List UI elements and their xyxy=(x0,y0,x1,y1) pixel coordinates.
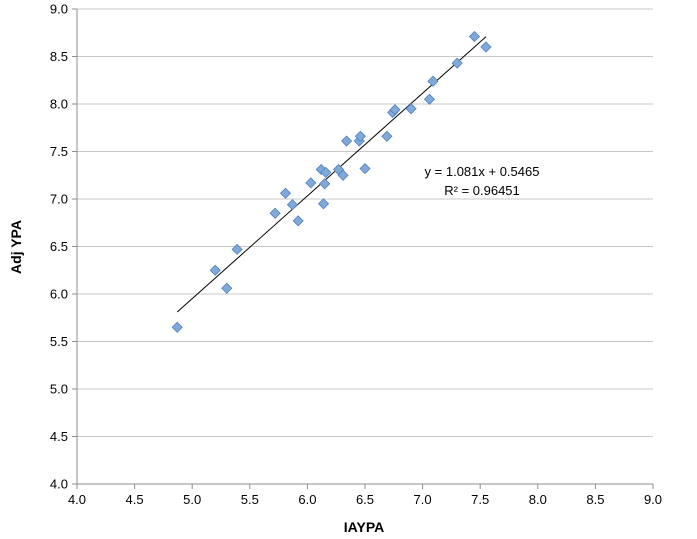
data-point xyxy=(317,198,330,210)
y-tick-label: 5.5 xyxy=(50,334,68,349)
gridlines xyxy=(77,8,653,437)
y-tick-label: 8.5 xyxy=(50,49,68,64)
y-tick-label: 6.0 xyxy=(50,287,68,302)
y-tick-label: 5.0 xyxy=(50,382,68,397)
y-tick-label: 9.0 xyxy=(50,2,68,17)
data-point xyxy=(427,75,439,87)
data-point xyxy=(305,177,317,189)
x-tick-label: 4.5 xyxy=(126,492,144,507)
x-tick-label: 6.0 xyxy=(298,492,316,507)
data-point xyxy=(269,207,281,219)
data-point xyxy=(337,169,349,181)
y-tick-label: 7.0 xyxy=(50,192,68,207)
data-point xyxy=(405,103,417,115)
data-point xyxy=(451,57,463,69)
x-tick-label: 4.0 xyxy=(68,492,86,507)
data-point xyxy=(279,187,292,199)
y-tick-label: 4.5 xyxy=(50,429,68,444)
x-tick-label: 6.5 xyxy=(356,492,374,507)
y-tick-labels: 4.0 4.5 5.0 5.5 6.0 6.5 7.0 7.5 8.0 8.5 9.0 xyxy=(50,2,68,492)
data-point xyxy=(389,104,401,116)
data-point xyxy=(354,130,366,142)
y-axis-title: Adj YPA xyxy=(8,220,24,274)
data-point xyxy=(231,243,243,255)
x-tick-label: 7.0 xyxy=(414,492,432,507)
data-point xyxy=(209,264,221,276)
y-tick-label: 7.5 xyxy=(50,144,68,159)
y-tick-label: 6.5 xyxy=(50,239,68,254)
data-point xyxy=(286,199,298,211)
x-tick-label: 5.5 xyxy=(241,492,259,507)
data-point xyxy=(468,30,481,43)
data-point xyxy=(292,215,304,227)
data-point xyxy=(341,135,353,147)
axes xyxy=(72,8,654,489)
x-axis-title: IAYPA xyxy=(344,519,384,535)
x-tick-label: 8.0 xyxy=(529,492,547,507)
data-point xyxy=(480,41,492,53)
r-squared-label: R² = 0.96451 xyxy=(444,183,520,198)
data-point xyxy=(320,166,332,178)
y-tick-label: 4.0 xyxy=(50,477,68,492)
data-points xyxy=(171,30,492,333)
data-point xyxy=(221,282,233,294)
x-tick-label: 7.5 xyxy=(471,492,489,507)
data-point xyxy=(319,178,331,190)
data-point xyxy=(423,93,436,105)
x-tick-labels: 4.0 4.5 5.0 5.5 6.0 6.5 7.0 7.5 8.0 8.5 9.0 xyxy=(68,492,662,507)
x-tick-label: 8.5 xyxy=(586,492,604,507)
x-tick-label: 9.0 xyxy=(644,492,662,507)
trendline-equation: y = 1.081x + 0.5465 xyxy=(425,164,540,179)
data-point xyxy=(171,321,183,333)
y-tick-label: 8.0 xyxy=(50,97,68,112)
data-point xyxy=(359,163,371,175)
x-tick-label: 5.0 xyxy=(183,492,201,507)
data-point xyxy=(381,130,393,142)
